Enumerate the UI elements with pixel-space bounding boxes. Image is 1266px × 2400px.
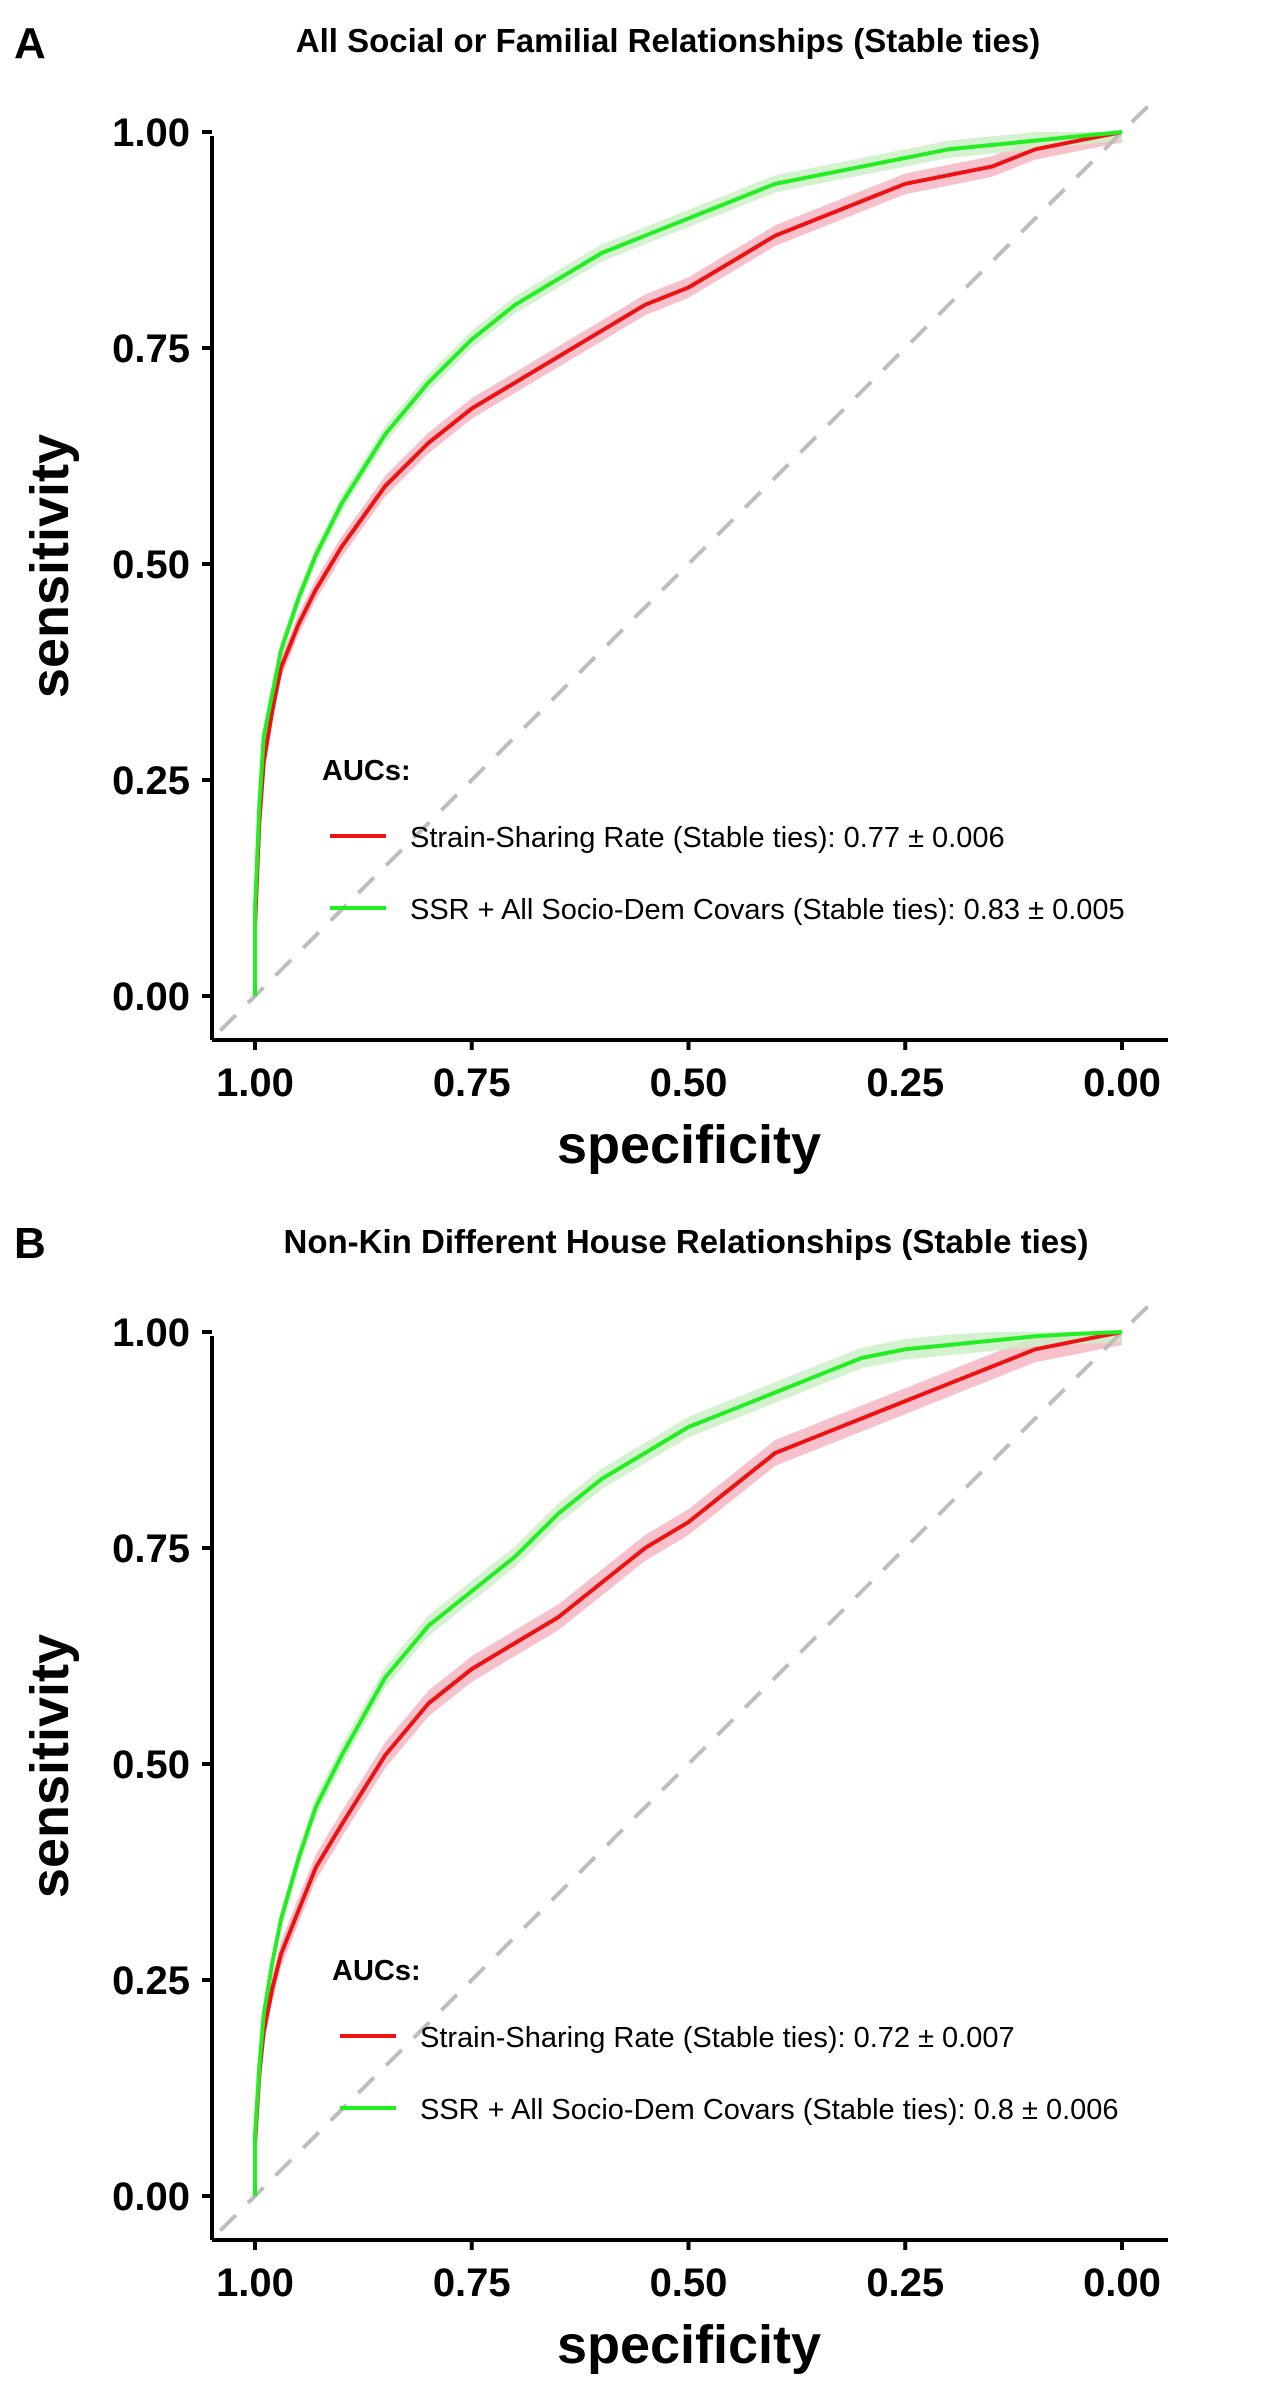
chart-title: All Social or Familial Relationships (St… bbox=[296, 22, 1041, 59]
y-tick-label: 0.50 bbox=[112, 543, 190, 587]
legend-label-ssr: Strain-Sharing Rate (Stable ties): 0.77 … bbox=[410, 822, 1005, 854]
y-axis-title: sensitivity bbox=[20, 1634, 80, 1898]
y-tick-label: 0.00 bbox=[112, 975, 190, 1019]
x-tick-label: 1.00 bbox=[216, 2261, 294, 2305]
panel-letter: B bbox=[14, 1219, 46, 1268]
reference-diagonal-line bbox=[218, 1296, 1159, 2232]
legend: AUCs: Strain-Sharing Rate (Stable ties):… bbox=[332, 1955, 1119, 2126]
x-tick-label: 0.00 bbox=[1083, 2261, 1161, 2305]
y-axis-title: sensitivity bbox=[20, 434, 80, 698]
panel-b: B Non-Kin Different House Relationships … bbox=[14, 1219, 1168, 2375]
panel-letter: A bbox=[14, 19, 46, 68]
roc-curves bbox=[253, 1330, 1123, 2196]
reference-diagonal bbox=[218, 1296, 1159, 2232]
x-tick-label: 0.50 bbox=[650, 1061, 728, 1105]
x-tick-label: 1.00 bbox=[216, 1061, 294, 1105]
reference-diagonal bbox=[218, 96, 1159, 1032]
legend: AUCs: Strain-Sharing Rate (Stable ties):… bbox=[322, 755, 1125, 926]
legend-label-ssr: Strain-Sharing Rate (Stable ties): 0.72 … bbox=[420, 2022, 1015, 2054]
y-tick-label: 0.25 bbox=[112, 1959, 190, 2003]
y-tick-label: 1.00 bbox=[112, 111, 190, 155]
x-tick-label: 0.75 bbox=[433, 1061, 511, 1105]
confidence-band-0 bbox=[255, 132, 1122, 996]
axes: 0.00 0.25 0.50 0.75 1.00 1.00 0.75 0.50 0.25 0.00 bbox=[112, 1311, 1168, 2305]
x-tick-label: 0.75 bbox=[433, 2261, 511, 2305]
reference-diagonal-line bbox=[218, 96, 1159, 1032]
y-tick-label: 0.75 bbox=[112, 1527, 190, 1571]
x-tick-label: 0.00 bbox=[1083, 1061, 1161, 1105]
y-tick-label: 0.00 bbox=[112, 2175, 190, 2219]
roc-curve-1 bbox=[253, 130, 1123, 996]
x-tick-label: 0.50 bbox=[650, 2261, 728, 2305]
y-tick-label: 0.75 bbox=[112, 327, 190, 371]
axes: 0.00 0.25 0.50 0.75 1.00 1.00 0.75 0.50 0.25 0.00 bbox=[112, 111, 1168, 1105]
confidence-band-1 bbox=[255, 132, 1122, 996]
legend-label-ssr-covars: SSR + All Socio-Dem Covars (Stable ties)… bbox=[410, 894, 1125, 926]
panel-a: A All Social or Familial Relationships (… bbox=[14, 19, 1168, 1175]
legend-label-ssr-covars: SSR + All Socio-Dem Covars (Stable ties)… bbox=[420, 2094, 1119, 2126]
x-axis-title: specificity bbox=[557, 1115, 821, 1175]
roc-curve-0 bbox=[253, 130, 1123, 996]
y-tick-label: 0.50 bbox=[112, 1743, 190, 1787]
roc-curve-1 bbox=[253, 1330, 1123, 2196]
legend-title: AUCs: bbox=[322, 755, 411, 787]
y-tick-label: 1.00 bbox=[112, 1311, 190, 1355]
roc-curves bbox=[253, 130, 1123, 996]
x-tick-label: 0.25 bbox=[866, 2261, 944, 2305]
x-axis-title: specificity bbox=[557, 2315, 821, 2375]
chart-title: Non-Kin Different House Relationships (S… bbox=[284, 1223, 1089, 1260]
roc-curve-0 bbox=[253, 1330, 1123, 2196]
confidence-bands bbox=[255, 132, 1122, 996]
legend-title: AUCs: bbox=[332, 1955, 421, 1987]
y-tick-label: 0.25 bbox=[112, 759, 190, 803]
x-tick-label: 0.25 bbox=[866, 1061, 944, 1105]
